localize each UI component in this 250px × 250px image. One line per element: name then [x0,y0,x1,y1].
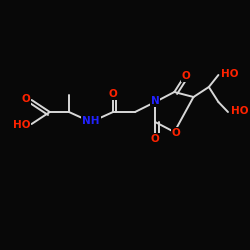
Text: HO: HO [221,69,239,79]
Text: N: N [151,96,160,106]
Text: NH: NH [82,116,100,126]
Text: O: O [22,94,31,104]
Text: O: O [109,89,118,99]
Text: O: O [182,71,190,81]
Text: HO: HO [13,120,31,130]
Text: O: O [172,128,181,138]
Text: HO: HO [231,106,248,116]
Text: O: O [151,134,160,144]
